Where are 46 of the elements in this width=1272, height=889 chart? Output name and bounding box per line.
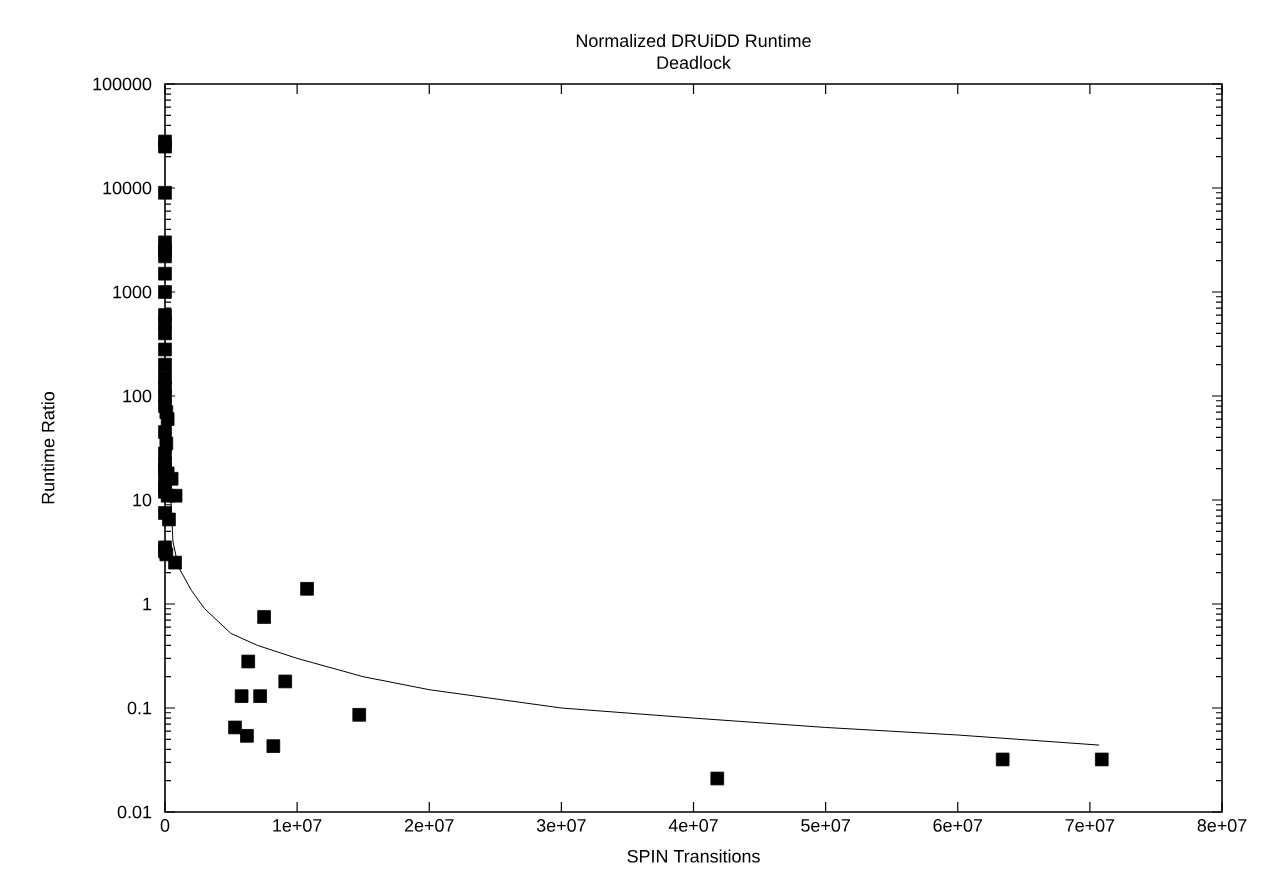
point xyxy=(158,357,172,372)
x-tick-label: 6e+07 xyxy=(933,819,983,832)
point xyxy=(228,720,242,735)
point xyxy=(266,739,281,753)
x-tick-label: 7e+07 xyxy=(1065,819,1115,832)
point xyxy=(257,610,271,624)
point xyxy=(158,342,172,357)
chart-title: Normalized DRUiDD Runtime xyxy=(576,33,811,48)
x-tick-label: 0 xyxy=(160,819,170,832)
point xyxy=(158,185,172,200)
point xyxy=(158,139,172,154)
y-tick-label: 0.01 xyxy=(117,805,152,819)
point xyxy=(158,266,172,281)
y-axis-title: Runtime Ratio xyxy=(41,391,55,504)
point xyxy=(162,512,176,527)
y-tick-label: 1 xyxy=(143,597,152,611)
point xyxy=(168,555,182,570)
y-tick-label: 1000 xyxy=(113,285,152,299)
point xyxy=(253,689,267,703)
y-tick-label: 10 xyxy=(133,493,152,507)
point xyxy=(158,249,172,264)
point xyxy=(300,582,314,596)
point xyxy=(1094,752,1109,767)
y-tick-label: 100000 xyxy=(93,77,152,91)
point xyxy=(234,689,249,703)
point xyxy=(160,412,175,426)
x-tick-label: 4e+07 xyxy=(668,819,718,832)
point xyxy=(278,674,293,689)
point xyxy=(160,488,175,503)
point xyxy=(995,752,1010,767)
point xyxy=(352,708,367,722)
y-tick-label: 0.1 xyxy=(127,701,152,715)
x-tick-label: 1e+07 xyxy=(273,819,322,832)
point xyxy=(240,729,254,743)
chart-subtitle: Deadlock xyxy=(657,55,731,70)
x-tick-label: 5e+07 xyxy=(801,819,850,832)
point xyxy=(158,285,172,299)
point xyxy=(241,654,256,669)
x-axis-title: SPIN Transitions xyxy=(627,849,760,863)
y-tick-label: 10000 xyxy=(103,181,152,195)
x-tick-label: 8e+07 xyxy=(1197,819,1247,832)
point xyxy=(710,771,725,786)
x-tick-label: 3e+07 xyxy=(536,819,586,832)
y-tick-label: 100 xyxy=(123,389,152,403)
point xyxy=(158,326,172,341)
x-tick-label: 2e+07 xyxy=(404,819,454,832)
